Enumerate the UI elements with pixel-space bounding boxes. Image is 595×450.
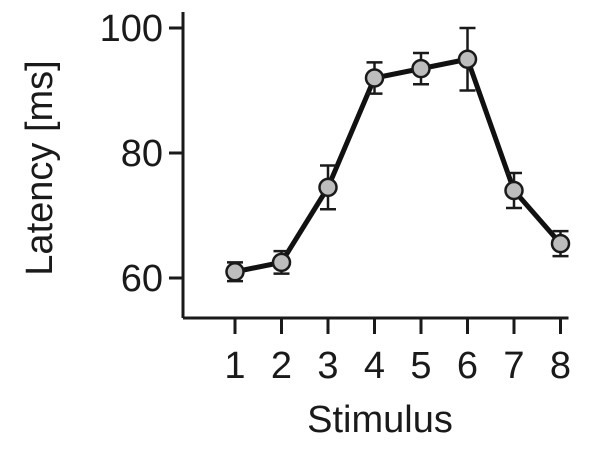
ticks: 60 80 100 1 2 3 4 5 6 7 8 [100,8,571,387]
series-line [234,56,563,275]
x-axis-title: Stimulus [307,399,453,441]
y-tick-label: 80 [121,133,163,175]
data-point [364,68,385,88]
x-tick-label: 1 [224,345,245,387]
y-tick-label: 100 [100,8,163,50]
y-tick-label: 60 [121,258,163,300]
data-point [225,262,245,282]
x-tick-label: 7 [503,345,524,387]
data-point [318,177,338,198]
data-point [271,252,292,273]
x-tick-label: 3 [317,345,338,387]
data-point [504,180,524,201]
data-point [411,58,431,79]
data-point [550,233,571,254]
x-tick-label: 5 [410,345,431,387]
x-tick-label: 4 [364,345,385,387]
y-axis-title: Latency [ms] [19,60,61,275]
x-tick-label: 2 [271,345,292,387]
data-point [457,49,478,69]
x-tick-label: 6 [457,345,478,387]
series-group [225,26,571,283]
x-tick-label: 8 [550,345,571,387]
